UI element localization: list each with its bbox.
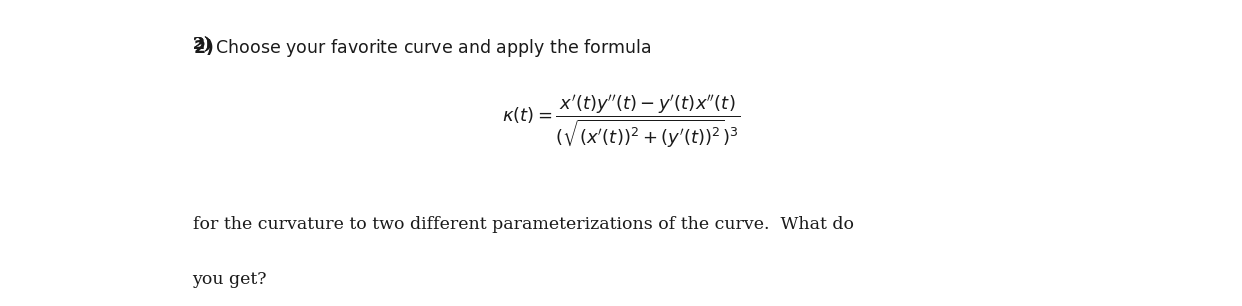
Text: $\kappa(t) = \dfrac{x'(t)y''(t) - y'(t)x''(t)}{(\sqrt{(x'(t))^2 + (y'(t))^2})^3}: $\kappa(t) = \dfrac{x'(t)y''(t) - y'(t)x…	[502, 94, 740, 151]
Text: you get?: you get?	[193, 271, 267, 288]
Text: for the curvature to two different parameterizations of the curve.  What do: for the curvature to two different param…	[193, 216, 853, 233]
Text: $\mathbf{2)}$$\,\mathrm{Choose\ your\ favorite\ curve\ and\ apply\ the\ formula}: $\mathbf{2)}$$\,\mathrm{Choose\ your\ fa…	[193, 37, 651, 59]
Text: 2): 2)	[193, 37, 212, 54]
Text: 2): 2)	[193, 37, 212, 54]
